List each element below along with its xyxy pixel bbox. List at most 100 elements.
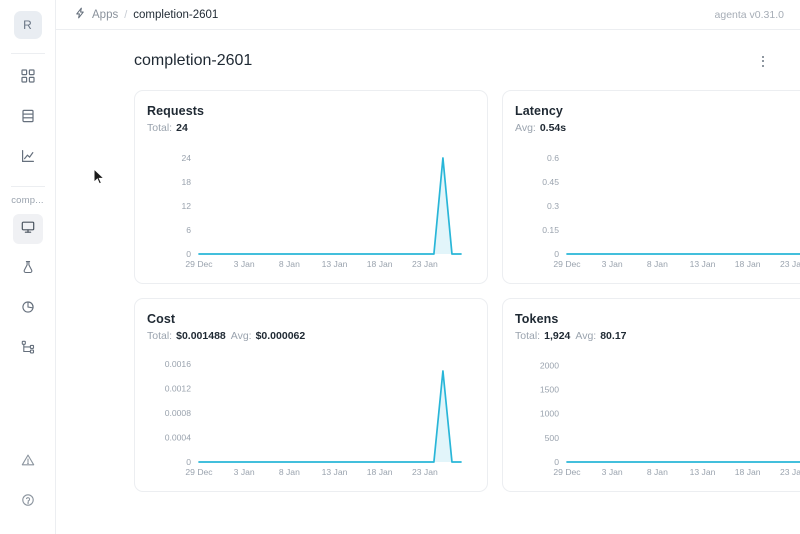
sidebar-item-apps[interactable]: [13, 63, 43, 93]
sidebar-divider-mid: [10, 186, 45, 187]
stat-label: Avg:: [230, 330, 252, 342]
stat-value: 24: [176, 122, 188, 134]
stat-pair: Total: $0.001488: [147, 330, 226, 342]
breadcrumb-separator: /: [124, 8, 128, 21]
sidebar-item-overview[interactable]: [12, 214, 43, 244]
more-options-icon[interactable]: [754, 52, 772, 70]
warning-triangle-icon: [21, 453, 35, 472]
series-area: [199, 370, 461, 462]
sidebar-item-deployments[interactable]: [13, 334, 43, 364]
x-tick-label: 29 Dec: [553, 467, 581, 477]
stat-pair: Avg: $0.000062: [231, 330, 305, 342]
x-tick-label: 3 Jan: [234, 467, 255, 477]
metric-card-latency: Latency Avg: 0.54s 0 0.15 0.3 0.45 0.6 29 Dec 3 J…: [502, 90, 800, 284]
help-question-icon: [21, 493, 35, 512]
y-tick-label: 0.0004: [165, 433, 192, 443]
stat-label: Total:: [147, 122, 173, 134]
database-icon: [21, 109, 35, 128]
y-tick-label: 1000: [540, 409, 559, 419]
stat-value: 1,924: [544, 330, 571, 342]
x-tick-label: 29 Dec: [553, 259, 581, 269]
metric-card-cost: Cost Total: $0.001488 Avg: $0.000062 0 0.0004 0…: [134, 298, 488, 492]
card-title: Cost: [147, 312, 176, 326]
page-title: completion-2601: [134, 52, 253, 69]
sidebar-item-evaluations[interactable]: [13, 294, 43, 324]
kebab-dot: [762, 60, 764, 62]
stat-value: 80.17: [600, 330, 627, 342]
series-area: [567, 168, 800, 254]
stat-pair: Total: 1,924: [515, 330, 570, 342]
kebab-dot: [762, 64, 764, 67]
y-tick-label: 0.45: [542, 177, 559, 187]
chart-plot: 0 0.15 0.3 0.45 0.6 29 Dec 3 Jan 8 Jan 13 Jan 18 …: [515, 142, 800, 276]
y-tick-label: 0: [186, 249, 191, 259]
x-tick-label: 3 Jan: [602, 259, 623, 269]
stat-value: $0.001488: [176, 330, 226, 342]
lightning-icon: [74, 7, 86, 22]
y-tick-label: 18: [181, 177, 191, 187]
y-tick-label: 2000: [540, 360, 559, 370]
card-stats: Avg: 0.54s: [515, 122, 800, 134]
grid-apps-icon: [20, 68, 35, 88]
y-tick-label: 0.0012: [165, 384, 192, 394]
sidebar-divider-top: [10, 53, 45, 54]
series-line: [198, 370, 462, 463]
main-area: Apps / completion-2601 agenta v0.31.0 co…: [56, 0, 800, 534]
chart-plot: 0 6 12 18 24 29 Dec 3 Jan 8 Jan 13 Jan 18 Jan 23 J…: [147, 142, 473, 276]
card-stats: Total: $0.001488 Avg: $0.000062: [147, 330, 473, 342]
sidebar-top-group: [0, 58, 55, 178]
series-line: [198, 157, 462, 255]
x-tick-label: 8 Jan: [279, 467, 300, 477]
avatar[interactable]: R: [13, 11, 42, 39]
breadcrumb-apps-link[interactable]: Apps: [92, 8, 119, 21]
y-tick-label: 0: [186, 457, 191, 467]
x-tick-label: 13 Jan: [690, 467, 716, 477]
stat-label: Total:: [147, 330, 173, 342]
stat-pair: Avg: 0.54s: [515, 122, 566, 134]
series-area: [199, 158, 461, 254]
breadcrumb: Apps / completion-2601: [74, 7, 218, 22]
stat-value: 0.54s: [539, 122, 567, 134]
x-tick-label: 18 Jan: [735, 259, 761, 269]
card-stats: Total: 24: [147, 122, 473, 134]
x-tick-label: 13 Jan: [690, 259, 716, 269]
y-tick-label: 1500: [540, 384, 559, 394]
sidebar-bottom-group: [0, 442, 56, 522]
kebab-dot: [762, 55, 764, 58]
top-bar: Apps / completion-2601 agenta v0.31.0: [56, 0, 800, 30]
sidebar-item-observability[interactable]: [13, 143, 43, 173]
metrics-grid: Requests Total: 24 0 6 12 18 24 29 Dec 3 Jan 8 Jan…: [76, 90, 800, 492]
card-title: Requests: [147, 104, 205, 118]
card-title: Tokens: [515, 312, 559, 326]
chart-plot: 0 0.0004 0.0008 0.0012 0.0016 29 Dec 3 Jan 8 Ja…: [147, 350, 473, 484]
card-stats: Total: 1,924 Avg: 80.17: [515, 330, 800, 342]
sidebar-item-help[interactable]: [13, 487, 43, 517]
x-tick-label: 8 Jan: [647, 259, 668, 269]
y-tick-label: 0.3: [547, 201, 559, 211]
x-tick-label: 23 Jan: [412, 259, 438, 269]
x-tick-label: 3 Jan: [602, 467, 623, 477]
breadcrumb-current: completion-2601: [133, 8, 219, 21]
x-tick-label: 3 Jan: [234, 259, 255, 269]
y-tick-label: 6: [186, 225, 191, 235]
x-tick-label: 29 Dec: [185, 259, 213, 269]
y-tick-label: 500: [545, 433, 560, 443]
x-tick-label: 8 Jan: [647, 467, 668, 477]
page-header: completion-2601: [76, 30, 780, 90]
x-tick-label: 23 Jan: [412, 467, 438, 477]
y-tick-label: 24: [181, 153, 191, 163]
x-tick-label: 18 Jan: [367, 259, 393, 269]
monitor-overview-icon: [21, 220, 35, 239]
sidebar-item-issues[interactable]: [13, 447, 43, 477]
sidebar-item-testsets[interactable]: [13, 103, 43, 133]
stat-pair: Avg: 80.17: [575, 330, 626, 342]
x-tick-label: 18 Jan: [735, 467, 761, 477]
y-tick-label: 0.15: [542, 225, 559, 235]
sidebar-section-label: comp...: [11, 195, 44, 206]
y-tick-label: 0: [554, 249, 559, 259]
x-tick-label: 13 Jan: [322, 467, 348, 477]
sidebar-item-testing[interactable]: [13, 254, 43, 284]
x-tick-label: 13 Jan: [322, 259, 348, 269]
y-tick-label: 0: [554, 457, 559, 467]
content-area: completion-2601 Requests Total: 24 0 6 12 18 24…: [56, 30, 800, 534]
